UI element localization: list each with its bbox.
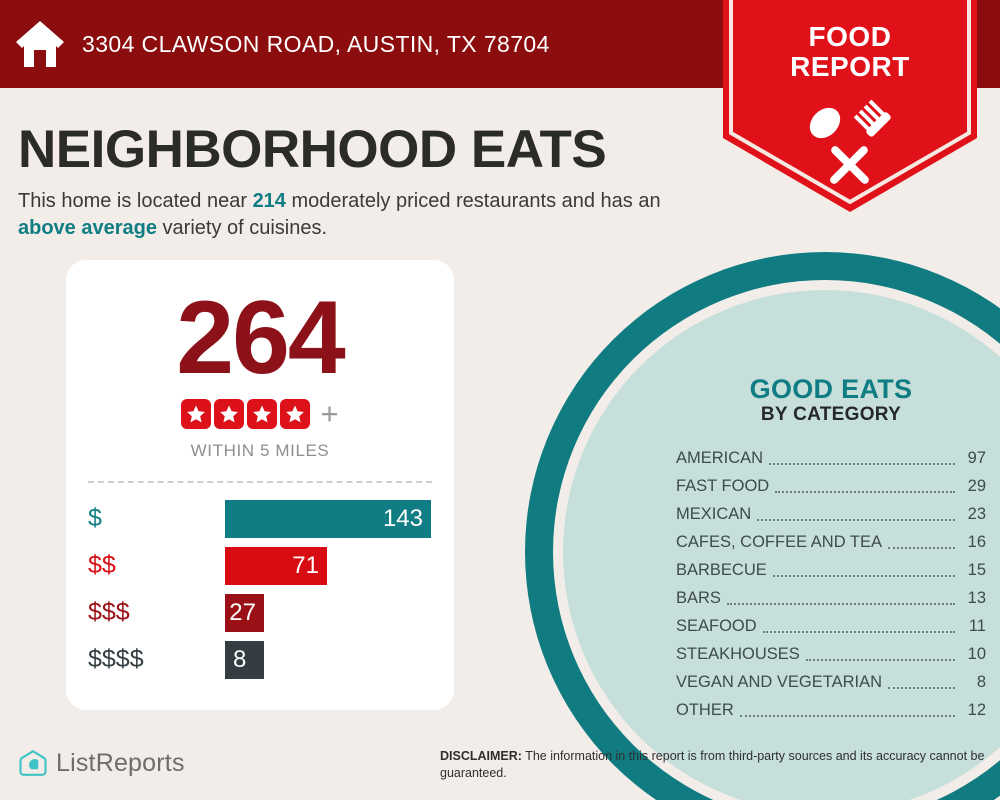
price-bar-label: $$$ [88, 598, 130, 626]
good-eats-dot-leader [757, 519, 955, 522]
star-rating: + [66, 398, 454, 429]
good-eats-dot-leader [888, 687, 955, 690]
good-eats-count: 10 [967, 645, 986, 664]
price-level-bar-chart: $143 $$ 71 $$$ 27 $$$$ 8 [66, 495, 454, 683]
star-badges [181, 398, 311, 429]
good-eats-row: MEXICAN 23 [676, 500, 986, 528]
good-eats-subheading: BY CATEGORY [760, 404, 902, 426]
good-eats-dot-leader [762, 631, 955, 634]
price-bar-value: 71 [292, 551, 319, 579]
good-eats-category: AMERICAN [676, 449, 764, 468]
good-eats-dot-leader [775, 491, 955, 494]
star-badge [181, 398, 212, 429]
good-eats-dot-leader [739, 715, 955, 718]
good-eats-category: BARBECUE [676, 561, 767, 580]
good-eats-category: VEGAN AND VEGETARIAN [676, 673, 882, 692]
food-report-badge: FOOD REPORT [723, 0, 977, 212]
star-badge [214, 398, 245, 429]
good-eats-header: GOOD EATS BY CATEGORY [676, 375, 986, 426]
good-eats-count: 97 [967, 449, 986, 468]
badge-title-line1: FOOD [808, 21, 892, 52]
price-bar-row: $$$$ 8 [66, 636, 454, 683]
good-eats-category: OTHER [676, 701, 734, 720]
good-eats-row: VEGAN AND VEGETARIAN 8 [676, 668, 986, 696]
price-bar-track: 71 [225, 546, 454, 585]
good-eats-category: FAST FOOD [676, 477, 770, 496]
good-eats-count: 23 [967, 505, 986, 524]
good-eats-list: AMERICAN 97 FAST FOOD 29 MEXICAN 23 CAFES, COF… [676, 444, 986, 724]
restaurant-count-value: 264 [176, 280, 346, 396]
good-eats-count: 11 [968, 617, 986, 636]
disclaimer: DISCLAIMER: The information in this repo… [440, 748, 985, 782]
logo-text: ListReports [56, 748, 185, 777]
star-plus-sign: + [320, 396, 339, 431]
badge-title-line2: REPORT [790, 51, 910, 83]
price-bar-row: $143 [66, 495, 454, 542]
spoon-fork-icon [809, 99, 891, 184]
good-eats-count: 8 [976, 673, 986, 692]
disclaimer-text: The information in this report is from t… [440, 749, 985, 780]
price-bar-value: 143 [382, 504, 423, 532]
price-bar-label: $$ [88, 551, 116, 579]
good-eats-row: OTHER 12 [676, 696, 986, 724]
listreports-logo[interactable]: ListReports [18, 748, 185, 778]
page-title: NEIGHBORHOOD EATS [18, 120, 607, 179]
price-bar: 8 [225, 640, 264, 679]
price-bar-label: $$$$ [88, 645, 144, 673]
price-bar-track: 143 [225, 499, 454, 538]
good-eats-row: BARBECUE 15 [676, 556, 986, 584]
good-eats-heading: GOOD EATS [749, 374, 913, 404]
subtitle-part-2: moderately priced restaurants and has an [285, 190, 661, 212]
price-bar: 27 [225, 593, 264, 632]
good-eats-category: BARS [676, 589, 721, 608]
good-eats-category: STEAKHOUSES [676, 645, 800, 664]
card-divider [88, 481, 432, 483]
subtitle-highlight-count: 214 [252, 190, 286, 212]
price-bar-track: 27 [225, 593, 454, 632]
good-eats-row: CAFES, COFFEE AND TEA 16 [676, 528, 986, 556]
home-icon [16, 21, 64, 67]
good-eats-dot-leader [726, 603, 955, 606]
subtitle-part-1: This home is located near [18, 190, 253, 212]
house-leaf-logo-icon [19, 750, 47, 776]
price-bar: 71 [225, 546, 327, 585]
price-bar-label: $ [88, 504, 102, 532]
badge-title: FOOD REPORT [723, 21, 977, 83]
within-radius-label: WITHIN 5 MILES [190, 441, 330, 460]
good-eats-row: FAST FOOD 29 [676, 472, 986, 500]
price-bar-value: 27 [229, 598, 256, 626]
good-eats-row: SEAFOOD 11 [676, 612, 986, 640]
good-eats-dot-leader [772, 575, 955, 578]
good-eats-dot-leader [887, 547, 955, 550]
good-eats-panel: GOOD EATS BY CATEGORY AMERICAN 97 FAST FOO… [676, 375, 986, 724]
price-bar: 143 [225, 499, 431, 538]
good-eats-category: MEXICAN [676, 505, 752, 524]
good-eats-count: 29 [967, 477, 986, 496]
good-eats-category: CAFES, COFFEE AND TEA [676, 533, 882, 552]
good-eats-count: 16 [967, 533, 986, 552]
badge-shape [723, 0, 977, 212]
good-eats-category: SEAFOOD [676, 617, 757, 636]
good-eats-row: AMERICAN 97 [676, 444, 986, 472]
star-badge [247, 398, 278, 429]
restaurant-count-card: 264 + WITHIN 5 MILES $143 $$ 71 $$$ 27 $$$$ 8 [66, 260, 454, 710]
price-bar-value: 8 [233, 645, 247, 673]
good-eats-count: 13 [967, 589, 986, 608]
good-eats-dot-leader [769, 463, 955, 466]
subtitle-part-3: variety of cuisines. [156, 216, 328, 239]
good-eats-dot-leader [805, 659, 955, 662]
subtitle-highlight-variety: above average [18, 216, 157, 239]
good-eats-row: STEAKHOUSES 10 [676, 640, 986, 668]
price-bar-row: $$$ 27 [66, 589, 454, 636]
good-eats-row: BARS 13 [676, 584, 986, 612]
good-eats-count: 12 [967, 701, 986, 720]
page-subtitle: This home is located near 214 moderately… [18, 188, 708, 241]
price-bar-track: 8 [225, 640, 454, 679]
property-address: 3304 CLAWSON ROAD, AUSTIN, TX 78704 [82, 30, 550, 57]
star-badge [280, 398, 311, 429]
good-eats-count: 15 [967, 561, 986, 580]
price-bar-row: $$ 71 [66, 542, 454, 589]
disclaimer-label: DISCLAIMER: [440, 749, 522, 763]
